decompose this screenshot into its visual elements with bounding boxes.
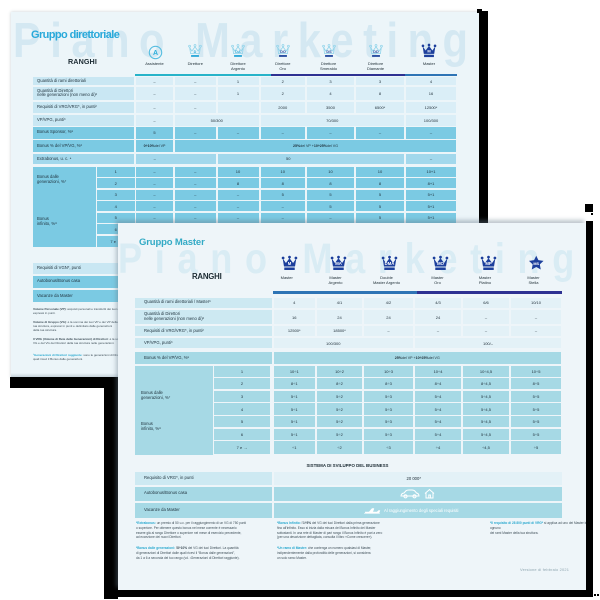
svg-text:DS: DS bbox=[326, 50, 332, 54]
svg-text:D: D bbox=[194, 50, 197, 54]
svg-text:M: M bbox=[288, 261, 292, 266]
svg-text:DMA: DMA bbox=[385, 261, 395, 266]
svg-text:M: M bbox=[427, 48, 431, 53]
svg-text:MO: MO bbox=[437, 261, 445, 266]
svg-text:DD: DD bbox=[373, 50, 379, 54]
svg-text:MP: MP bbox=[485, 261, 492, 266]
svg-text:A: A bbox=[152, 50, 157, 57]
svg-text:DO: DO bbox=[280, 50, 286, 54]
svg-text:DA: DA bbox=[235, 50, 241, 54]
svg-text:MS: MS bbox=[534, 262, 540, 266]
svg-text:MA: MA bbox=[335, 261, 342, 266]
